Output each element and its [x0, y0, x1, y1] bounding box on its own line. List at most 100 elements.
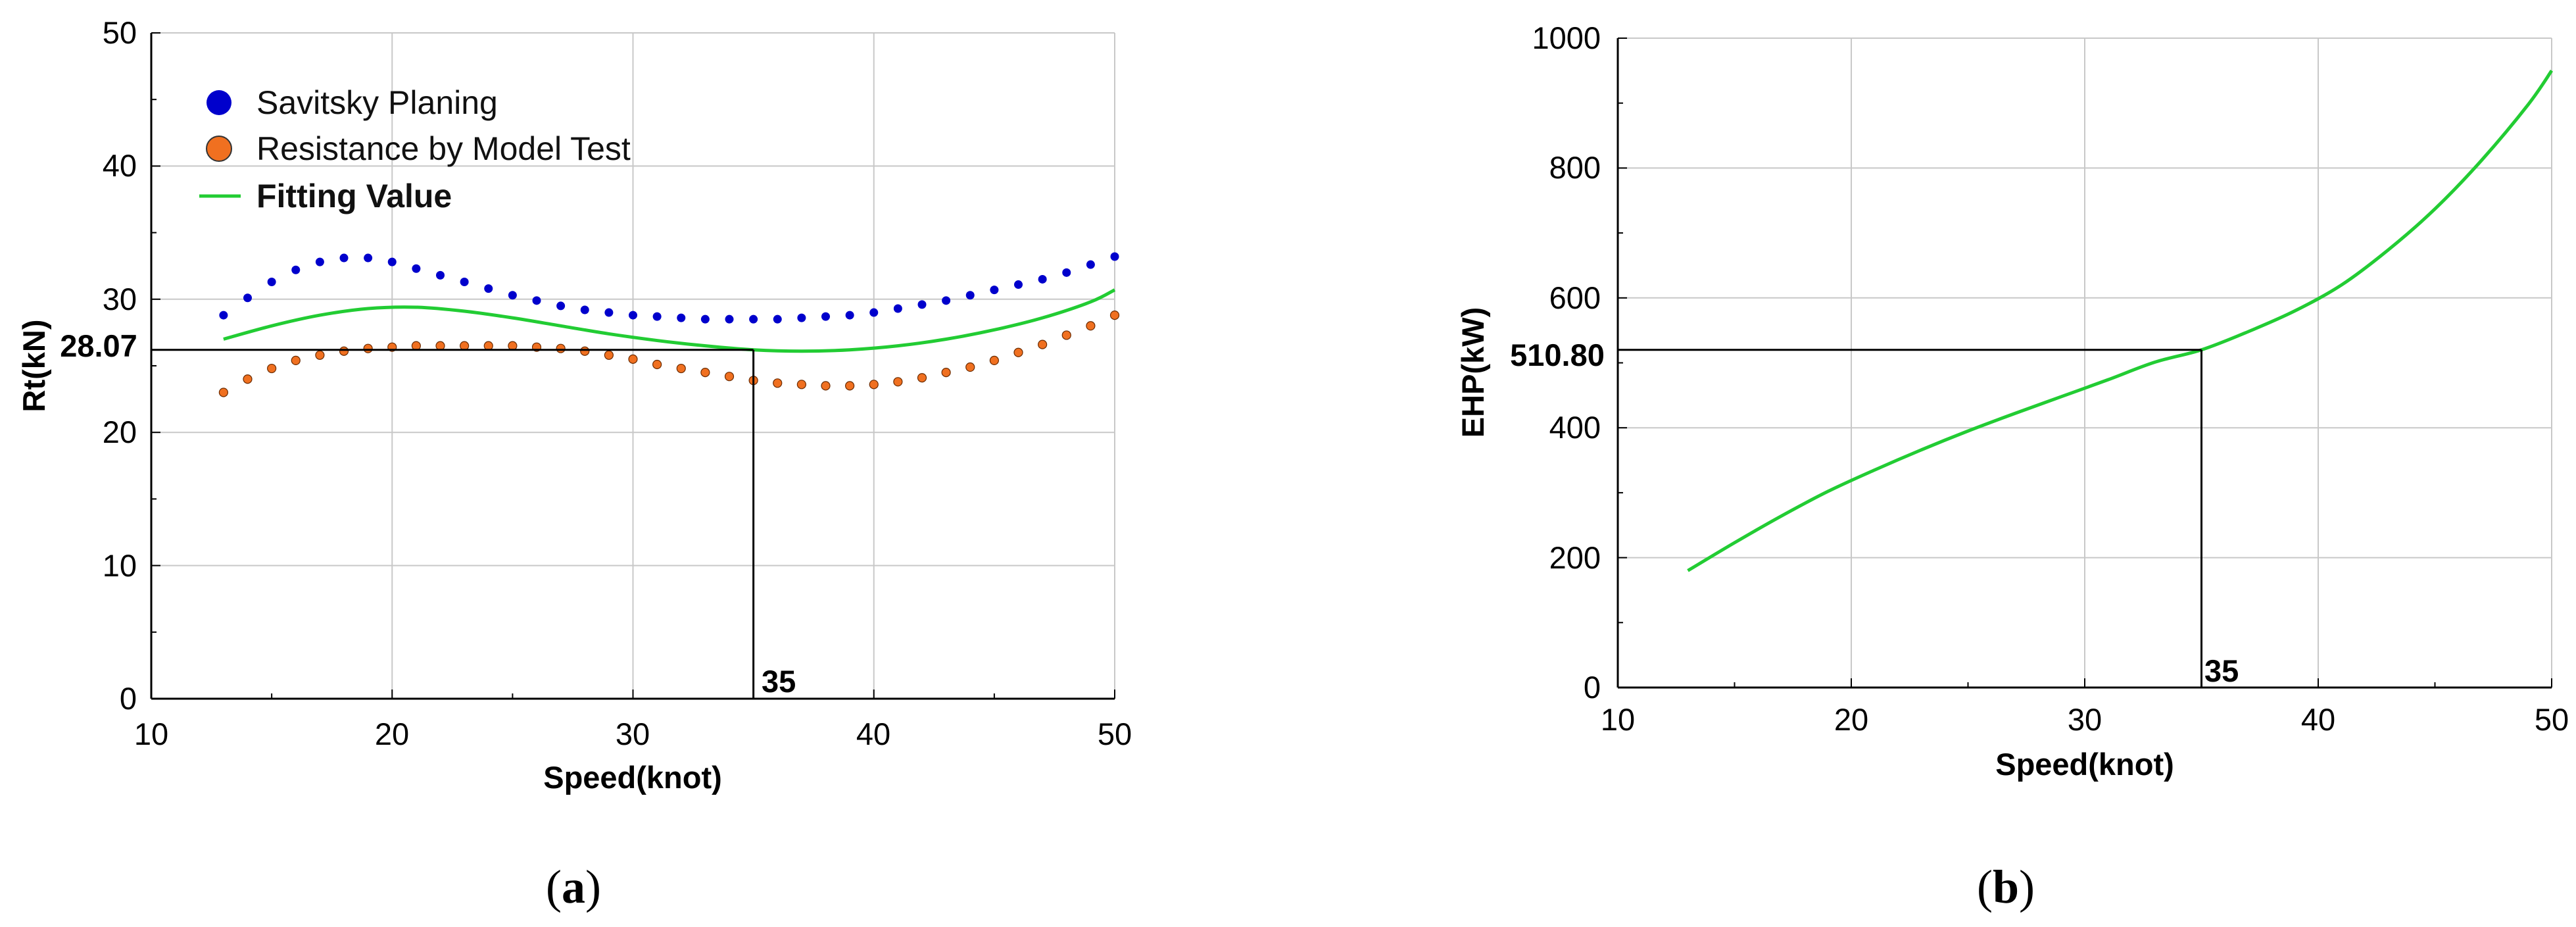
- data-point-series-0: [629, 311, 637, 320]
- data-point-series-1: [580, 346, 590, 356]
- data-point-series-1: [1013, 347, 1023, 357]
- data-point-series-1: [243, 374, 253, 384]
- data-point-series-1: [267, 363, 277, 374]
- data-point-series-0: [580, 305, 589, 314]
- data-point-series-1: [218, 388, 228, 397]
- chart-a: 10 20 30 40 50 0 10 20 30 40 50 Speed(kn…: [16, 15, 1132, 913]
- chart-b-ytick: 1000: [1532, 20, 1601, 55]
- chart-b-xtick: 50: [2535, 702, 2569, 737]
- data-point-series-0: [604, 308, 614, 317]
- data-point-series-1: [315, 350, 325, 360]
- data-point-series-0: [339, 253, 349, 263]
- chart-a-reference-lines: [151, 349, 755, 699]
- chart-a-xaxis-label: Speed(knot): [543, 760, 722, 795]
- data-point-series-0: [291, 265, 301, 274]
- data-point-series-1: [917, 373, 927, 383]
- data-point-series-0: [243, 293, 252, 303]
- chart-a-legend: Savitsky Planing Resistance by Model Tes…: [199, 84, 631, 214]
- data-point-series-0: [436, 270, 445, 280]
- data-point-series-0: [797, 313, 806, 322]
- chart-a-ytick: 30: [103, 282, 137, 316]
- caption-a-open: (: [546, 861, 562, 913]
- legend-label-fitting: Fitting Value: [256, 178, 452, 214]
- data-point-series-0: [364, 253, 373, 263]
- data-point-series-1: [291, 355, 301, 366]
- data-point-series-0: [845, 311, 854, 320]
- data-point-series-1: [628, 354, 638, 364]
- caption-b-letter: b: [1993, 861, 2019, 913]
- caption-b-close: ): [2019, 861, 2035, 913]
- chart-b-xtick: 40: [2301, 702, 2335, 737]
- data-point-series-1: [965, 362, 975, 372]
- data-point-series-0: [821, 312, 830, 321]
- data-point-series-0: [315, 257, 324, 266]
- data-point-series-0: [1038, 274, 1047, 284]
- data-point-series-1: [821, 381, 831, 391]
- chart-a-xtick: 30: [616, 716, 650, 751]
- data-point-series-0: [412, 264, 421, 273]
- data-point-series-0: [556, 301, 566, 311]
- chart-b-grid: [1618, 38, 2552, 688]
- data-point-series-1: [700, 368, 710, 378]
- chart-b-reference-lines: [1618, 349, 2202, 688]
- caption-a: (a): [546, 861, 601, 913]
- data-point-series-1: [773, 378, 783, 388]
- chart-b-xtick: 30: [2068, 702, 2102, 737]
- data-point-series-1: [869, 380, 879, 389]
- data-point-series-0: [773, 314, 782, 324]
- data-point-series-0: [508, 291, 517, 300]
- data-point-series-1: [1109, 310, 1120, 320]
- data-point-series-0: [219, 311, 228, 320]
- data-point-series-0: [267, 277, 276, 286]
- data-point-series-1: [435, 341, 445, 351]
- data-point-series-1: [652, 359, 662, 370]
- legend-label-model-test: Resistance by Model Test: [256, 130, 631, 167]
- data-point-series-0: [677, 313, 686, 322]
- chart-a-ytick: 50: [103, 15, 137, 50]
- data-point-series-1: [676, 363, 686, 374]
- chart-a-ytick: 40: [103, 148, 137, 183]
- chart-a-ytick: 20: [103, 414, 137, 449]
- data-point-series-0: [460, 277, 469, 286]
- data-point-series-1: [339, 346, 349, 356]
- chart-b-ytick: 200: [1549, 540, 1601, 575]
- chart-a-grid: [151, 32, 1115, 699]
- data-point-series-1: [845, 381, 855, 391]
- data-point-series-1: [411, 341, 421, 351]
- data-point-series-1: [989, 355, 999, 366]
- chart-a-ytick: 10: [103, 548, 137, 583]
- chart-a-reference-x-label: 35: [762, 664, 796, 699]
- chart-a-ticks: [151, 32, 1115, 699]
- chart-a-yaxis-label: Rt(kN): [16, 320, 51, 413]
- data-point-series-0: [1110, 252, 1119, 261]
- data-point-series-1: [556, 343, 566, 353]
- chart-b-ytick: 400: [1549, 410, 1601, 445]
- data-point-series-1: [363, 343, 373, 353]
- caption-a-close: ): [585, 861, 601, 913]
- data-point-series-0: [749, 314, 758, 324]
- chart-b-reference-y-label: 510.80: [1510, 338, 1605, 372]
- data-point-series-0: [869, 308, 879, 317]
- data-point-series-1: [508, 341, 518, 351]
- data-point-series-1: [893, 377, 903, 387]
- legend-marker-model-test: [206, 136, 232, 162]
- data-point-series-0: [917, 300, 927, 309]
- chart-b-yaxis-label: EHP(kW): [1455, 307, 1490, 438]
- chart-a-ytick: 0: [120, 681, 137, 716]
- data-point-series-0: [532, 296, 541, 305]
- chart-b-ytick: 0: [1584, 670, 1601, 705]
- legend-marker-savitsky: [207, 90, 231, 115]
- data-point-series-0: [893, 304, 902, 313]
- chart-b-series: [1687, 69, 2554, 572]
- chart-b-reference-x-label: 35: [2204, 653, 2239, 688]
- data-point-series-0: [942, 296, 951, 305]
- data-point-series-1: [724, 372, 735, 382]
- data-point-series-0: [700, 314, 710, 324]
- chart-a-xtick: 10: [134, 716, 168, 751]
- chart-a-xtick: 20: [375, 716, 409, 751]
- data-point-series-1: [1086, 321, 1096, 331]
- data-point-series-1: [796, 380, 806, 389]
- series-line-0: [1687, 69, 2554, 572]
- data-point-series-0: [1014, 280, 1023, 289]
